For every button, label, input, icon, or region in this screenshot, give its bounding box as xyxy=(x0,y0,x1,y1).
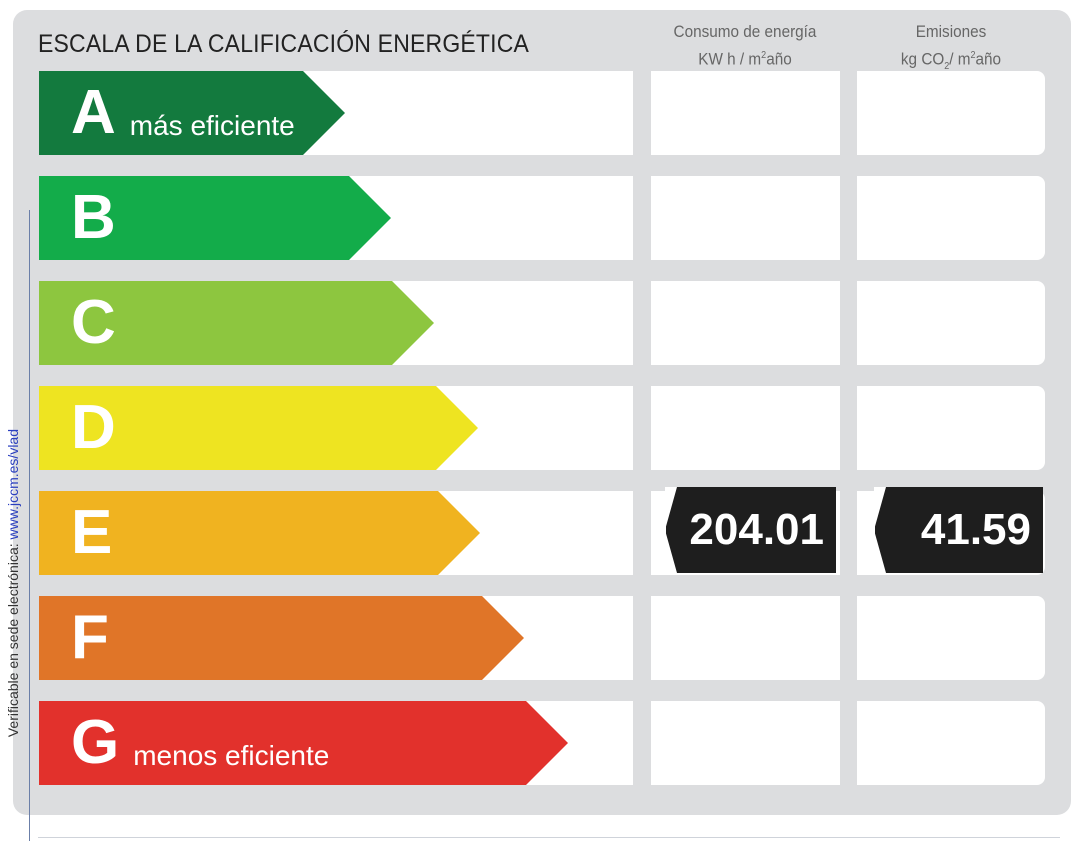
rating-arrow-shape-c xyxy=(39,281,434,365)
rating-letter-a: A xyxy=(71,78,116,147)
rating-arrow-shape-g xyxy=(39,701,568,785)
energy-value-badge: 204.01 xyxy=(665,487,836,573)
rating-arrow-c: C xyxy=(39,281,474,365)
verification-text: Verificable en sede electrónica: xyxy=(5,539,21,738)
energy-column-header: Consumo de energía KW h / m2año xyxy=(660,20,831,72)
row-c-emissions-cell xyxy=(857,281,1045,365)
rating-arrow-d: D xyxy=(39,386,518,470)
row-f-emissions-cell xyxy=(857,596,1045,680)
rating-letter-f: F xyxy=(71,603,109,672)
row-a-energy-cell xyxy=(651,71,840,155)
row-a-emissions-cell xyxy=(857,71,1045,155)
emissions-value-badge: 41.59 xyxy=(874,487,1043,573)
row-f-energy-cell xyxy=(651,596,840,680)
rating-arrow-shape-d xyxy=(39,386,478,470)
rating-letter-c: C xyxy=(71,288,116,357)
row-d-energy-cell xyxy=(651,386,840,470)
energy-header-unit: KW h / m2año xyxy=(698,49,792,69)
energy-value: 204.01 xyxy=(689,505,824,554)
rating-letter-b: B xyxy=(71,183,116,252)
verification-note: Verificable en sede electrónica: www.jcc… xyxy=(5,429,21,841)
row-b-energy-cell xyxy=(651,176,840,260)
rating-arrow-shape-f xyxy=(39,596,524,680)
emissions-value: 41.59 xyxy=(920,505,1031,554)
verification-link[interactable]: www.jccm.es/vlad xyxy=(5,429,21,540)
scale-title: ESCALA DE LA CALIFICACIÓN ENERGÉTICA xyxy=(38,30,530,58)
bottom-divider xyxy=(38,837,1060,838)
margin-line xyxy=(29,210,30,841)
rating-description-g: menos eficiente xyxy=(133,740,330,771)
rating-arrow-shape-a xyxy=(39,71,345,155)
emissions-header-unit: kg CO2/ m2año xyxy=(900,49,1002,73)
row-c-energy-cell xyxy=(651,281,840,365)
rating-arrow-shape-e xyxy=(39,491,480,575)
emissions-header-line1: Emisiones xyxy=(915,22,987,41)
rating-arrow-shape-b xyxy=(39,176,391,260)
rating-letter-g: G xyxy=(71,708,120,777)
row-g-emissions-cell xyxy=(857,701,1045,785)
rating-description-a: más eficiente xyxy=(129,110,295,141)
rating-arrow-f: F xyxy=(39,596,564,680)
row-d-emissions-cell xyxy=(857,386,1045,470)
energy-header-line1: Consumo de energía xyxy=(673,22,817,41)
rating-arrow-b: B xyxy=(39,176,431,260)
rating-arrow-e: E xyxy=(39,491,520,575)
emissions-column-header: Emisiones kg CO2/ m2año xyxy=(866,20,1035,79)
rating-letter-d: D xyxy=(71,393,116,462)
rating-letter-e: E xyxy=(71,498,113,567)
row-g-energy-cell xyxy=(651,701,840,785)
row-b-emissions-cell xyxy=(857,176,1045,260)
